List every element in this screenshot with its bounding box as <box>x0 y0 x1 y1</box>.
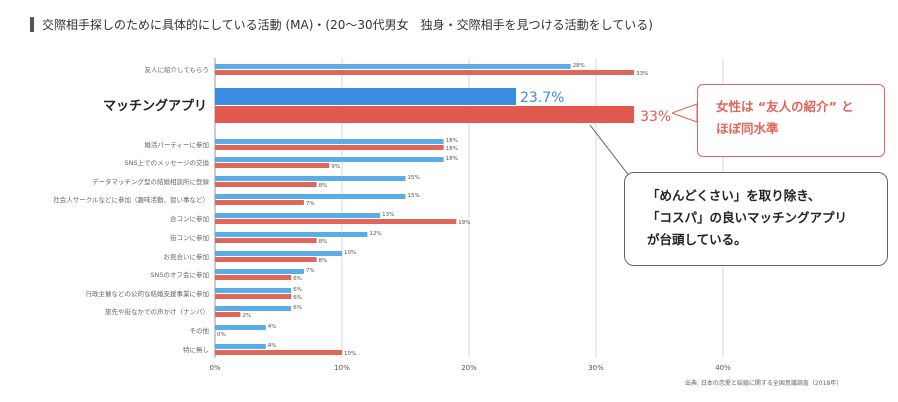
data-label-female: 8% <box>319 183 328 189</box>
data-label-male: 13% <box>382 212 394 218</box>
bar-male <box>215 288 292 293</box>
female-callout-pointer <box>671 103 698 123</box>
category-label: 友人に紹介してもらう <box>145 65 209 74</box>
bar-female <box>215 70 635 75</box>
data-label-female: 19% <box>458 220 470 226</box>
bar-male <box>215 306 292 311</box>
bar-male <box>215 176 406 181</box>
bar-male <box>215 64 571 69</box>
bar-female <box>215 145 444 150</box>
bar-male <box>215 194 406 199</box>
bar-male <box>215 139 444 144</box>
data-label-male: 18% <box>446 156 458 162</box>
category-label: SNS上でのメッセージの交換 <box>125 158 210 167</box>
category-label: SNSのオフ会に参加 <box>150 270 209 279</box>
bar-female <box>215 182 317 187</box>
data-label-male: 15% <box>408 193 420 199</box>
data-label-male: 6% <box>293 305 302 311</box>
data-label-male: 15% <box>408 175 420 181</box>
data-label-female: 18% <box>446 146 458 152</box>
bar-female-highlight <box>215 106 635 123</box>
data-label-female: 6% <box>293 295 302 301</box>
category-label: お見合いに参加 <box>164 252 210 261</box>
x-tick-label: 40% <box>715 364 731 372</box>
bar-male <box>215 344 266 349</box>
bar-female <box>215 238 317 243</box>
category-label: その他 <box>190 326 210 335</box>
data-label-male: 4% <box>268 343 277 349</box>
x-tick-label: 0% <box>209 364 220 372</box>
data-label-male: 10% <box>344 250 356 256</box>
main-callout-line-2: 「コスパ」の良いマッチングアプリ <box>647 210 848 225</box>
data-label-female: 7% <box>306 201 315 207</box>
bar-female <box>215 257 317 262</box>
category-label: 特に無し <box>183 345 209 354</box>
category-label: データマッチング型の結婚相談所に登録 <box>92 177 210 186</box>
data-label-male: 4% <box>268 324 277 330</box>
bar-female <box>215 275 292 280</box>
data-label-male: 6% <box>293 287 302 293</box>
data-label-female: 8% <box>319 258 328 264</box>
category-label: 旅先や街なかでの声かけ（ナンパ） <box>105 307 209 316</box>
x-tick-label: 20% <box>461 364 477 372</box>
bar-male <box>215 325 266 330</box>
bar-female <box>215 163 330 168</box>
data-label-female: 8% <box>319 239 328 245</box>
x-tick-label: 30% <box>588 364 604 372</box>
main-callout-line-3: が台頭している。 <box>647 232 747 247</box>
category-label: 婚活パーティーに参加 <box>144 140 209 149</box>
category-label-highlight: マッチングアプリ <box>103 98 207 114</box>
category-label: 行政主催などの公的な結婚支援事業に参加 <box>86 289 210 298</box>
main-callout-line-1: 「めんどくさい」を取り除き、 <box>647 188 821 203</box>
data-label-female: 0% <box>217 332 226 338</box>
category-label: 社会人サークルなどに参加（趣味活動、習い事など） <box>53 195 209 204</box>
chart-title: 交際相手探しのために具体的にしている活動 (MA)・(20〜30代男女 独身・交… <box>42 18 653 32</box>
female-callout-line-2: ほぼ同水準 <box>716 121 779 136</box>
data-label-male: 7% <box>306 268 315 274</box>
data-label-female: 10% <box>344 351 356 357</box>
bar-female <box>215 350 342 355</box>
bar-female <box>215 294 292 299</box>
data-label-female-highlight: 33% <box>640 109 671 125</box>
data-label-female: 9% <box>331 164 340 170</box>
female-callout: 女性は “友人の紹介” と ほぼ同水準 <box>697 84 885 157</box>
data-label-male: 18% <box>446 138 458 144</box>
x-tick-label: 10% <box>334 364 350 372</box>
data-label-male: 12% <box>369 231 381 237</box>
data-label-female: 6% <box>293 276 302 282</box>
data-label-female: 2% <box>242 313 251 319</box>
female-callout-line-1: 女性は “友人の紹介” と <box>716 99 854 114</box>
category-label: 街コンに参加 <box>170 233 209 242</box>
bar-female <box>215 312 241 317</box>
main-callout: 「めんどくさい」を取り除き、 「コスパ」の良いマッチングアプリ が台頭している。 <box>624 172 888 266</box>
title-accent-bar <box>30 17 34 32</box>
bar-male <box>215 269 304 274</box>
data-label-male: 28% <box>573 63 585 69</box>
bar-female <box>215 200 304 205</box>
bar-male <box>215 157 444 162</box>
bar-male <box>215 251 342 256</box>
bar-male <box>215 232 368 237</box>
category-label: 合コンに参加 <box>170 214 209 223</box>
bar-male <box>215 213 381 218</box>
bar-male-highlight <box>215 88 516 105</box>
data-label-male-highlight: 23.7% <box>520 90 564 106</box>
bar-female <box>215 219 457 224</box>
data-label-female: 33% <box>636 71 648 77</box>
source-note: 出典: 日本の恋愛と結婚に関する全国意識調査（2018年） <box>685 380 843 387</box>
